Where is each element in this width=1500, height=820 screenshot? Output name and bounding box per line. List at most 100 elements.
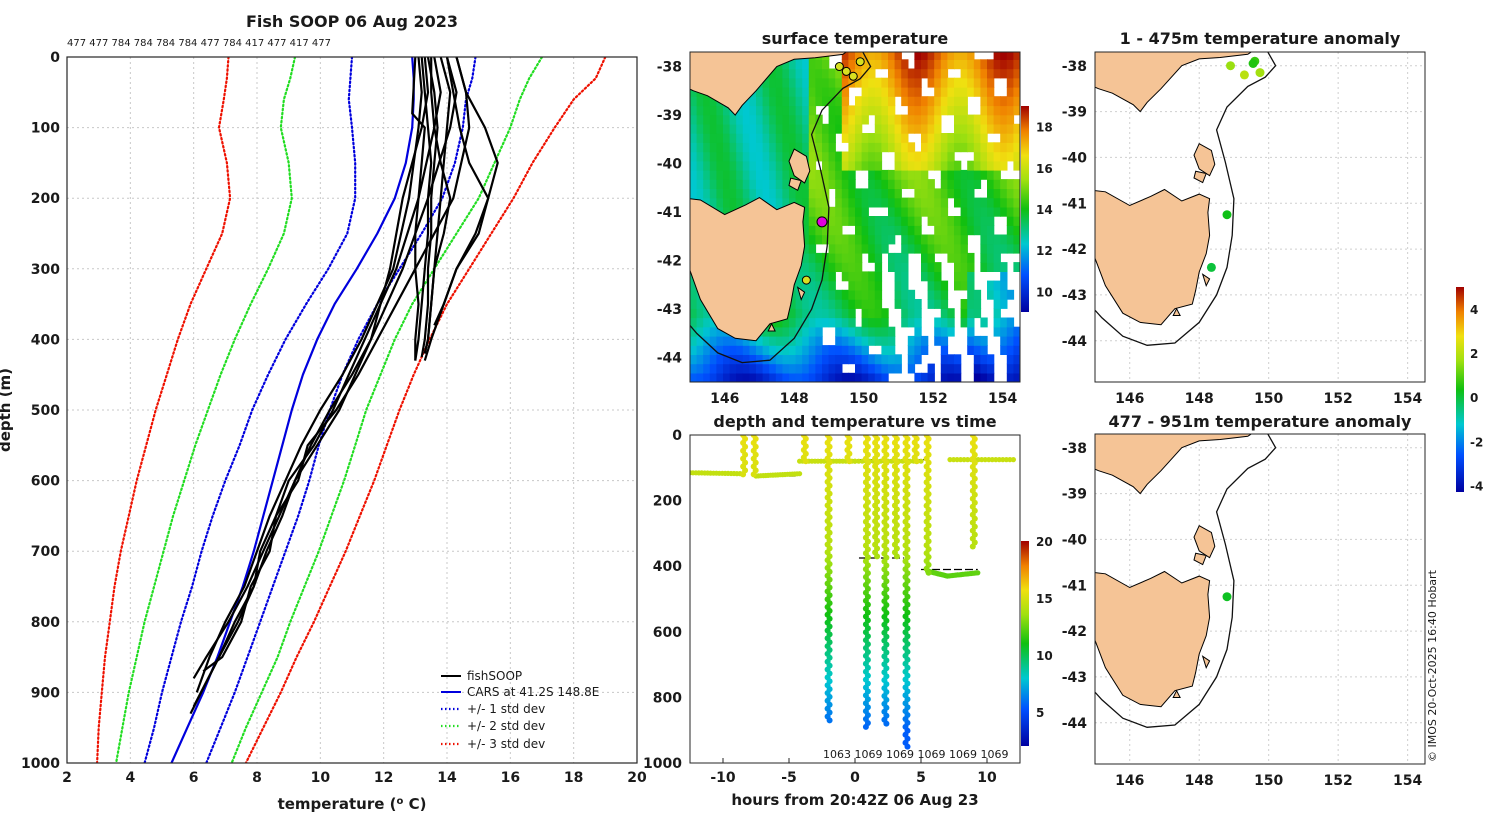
sst-pixel — [848, 271, 856, 282]
sst-pixel — [835, 326, 843, 337]
fishsoop-profile-line — [189, 57, 458, 715]
sst-pixel — [888, 354, 896, 365]
sst-pixel — [947, 142, 955, 153]
sst-pixel — [947, 160, 955, 171]
sst-pixel — [954, 86, 962, 97]
sst-pixel — [868, 160, 876, 171]
sst-pixel — [927, 280, 935, 291]
sst-pixel — [848, 114, 856, 125]
sst-pixel — [802, 354, 810, 365]
depth-time-ticks: -10 -5 0 5 10 0 200 400 600 800 1000 — [643, 428, 997, 786]
sst-pixel — [980, 354, 988, 365]
sst-pixel — [841, 77, 850, 88]
sst-pixel — [1013, 133, 1020, 143]
sst-pixel — [1006, 123, 1015, 134]
island-coast — [1193, 142, 1216, 177]
map-ytick-label: -42 — [1062, 624, 1087, 640]
sst-pixel — [815, 151, 823, 162]
sst-pixel — [835, 151, 843, 162]
sst-pixel — [987, 188, 995, 199]
sst-pixel — [848, 133, 856, 143]
sst-pixel — [709, 114, 718, 125]
sst-pixel — [907, 225, 916, 236]
sst-pixel — [828, 363, 836, 374]
sst-pixel — [756, 151, 764, 162]
sst-pixel — [868, 151, 876, 162]
profile-ytick-label: 100 — [31, 121, 60, 137]
sst-pixel — [696, 151, 704, 162]
sst-pixel — [987, 289, 995, 300]
sst-pixel — [868, 234, 876, 245]
sst-pixel — [894, 59, 902, 70]
sst-pixel — [967, 77, 975, 88]
sst-pixel — [709, 123, 718, 134]
sst-pixel — [795, 105, 803, 116]
sst-pixel — [1013, 262, 1020, 272]
fishsoop-profile-line — [192, 57, 442, 708]
sst-pixel — [914, 52, 922, 60]
sst-pixel — [775, 77, 784, 88]
sst-pixel — [808, 243, 817, 254]
sst-pixel — [907, 216, 916, 226]
sst-pixel — [973, 179, 982, 189]
sst-drop-marker — [816, 216, 828, 228]
sst-pixel — [762, 326, 770, 337]
sst-pixel — [769, 179, 777, 189]
sst-pixel — [782, 59, 790, 70]
sst-pixel — [1000, 52, 1008, 60]
sst-pixel — [855, 52, 863, 60]
sst-pixel — [947, 188, 955, 199]
drop-sample-point — [969, 543, 976, 550]
sst-pixel — [815, 225, 823, 236]
sst-pixel — [795, 289, 803, 300]
sst-pixel — [1020, 69, 1027, 79]
sst-pixel — [888, 68, 896, 79]
sst-pixel — [841, 59, 850, 70]
sst-pixel — [1000, 335, 1008, 346]
profile-title: Fish SOOP 06 Aug 2023 — [246, 12, 458, 31]
sst-pixel — [690, 326, 698, 337]
sst-pixel — [703, 133, 711, 143]
sst-pixel — [828, 169, 836, 180]
sst-pixel — [848, 179, 856, 189]
sst-pixel — [789, 188, 797, 199]
sst-pixel — [795, 59, 803, 70]
sst-pixel — [881, 225, 889, 236]
map-xtick-label: 154 — [1393, 773, 1422, 789]
sst-pixel — [756, 335, 764, 346]
sst-pixel — [736, 372, 744, 382]
sst-pixel — [934, 96, 942, 107]
sst-pixel — [756, 345, 764, 355]
sst-pixel — [782, 105, 790, 116]
sst-pixel — [921, 68, 929, 79]
sst-pixel — [1006, 188, 1015, 199]
sst-pixel — [901, 179, 909, 189]
sst-pixel — [927, 299, 935, 309]
sst-pixel — [987, 262, 995, 272]
sst-pixel — [960, 86, 968, 97]
sst-pixel — [993, 114, 1001, 125]
sst-pixel — [973, 142, 982, 153]
sst-pixel — [934, 197, 942, 208]
sst-pixel — [841, 252, 850, 263]
sst-pixel — [789, 86, 797, 97]
profile-ytick-label: 700 — [31, 544, 60, 560]
sst-pixel — [789, 142, 797, 153]
sst-pixel — [1000, 105, 1008, 116]
sst-pixel — [835, 123, 843, 134]
sst-pixel — [749, 372, 757, 382]
sst-pixel — [894, 271, 902, 282]
sst-pixel — [1000, 160, 1008, 171]
sst-pixel — [789, 77, 797, 88]
sst-pixel — [749, 96, 757, 107]
sst-pixel — [808, 96, 817, 107]
sst-pixel — [769, 345, 777, 355]
sst-pixel — [729, 123, 737, 134]
sst-pixel — [789, 345, 797, 355]
sst-pixel — [1006, 68, 1015, 79]
sst-pixel — [828, 317, 836, 328]
sst-pixel — [822, 354, 830, 365]
sst-pixel — [841, 160, 850, 171]
sst-pixel — [881, 179, 889, 189]
sst-pixel — [855, 160, 863, 171]
